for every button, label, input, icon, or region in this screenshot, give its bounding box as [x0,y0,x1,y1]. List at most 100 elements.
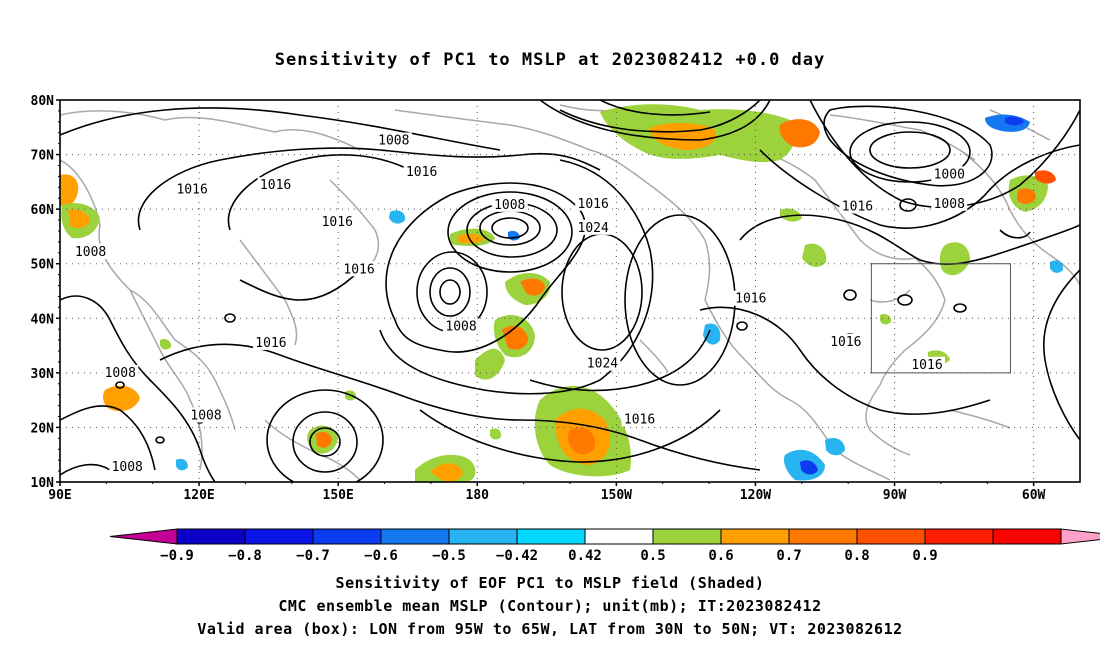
colorbar-label: −0.6 [364,548,398,564]
contour-label-bg [931,166,968,182]
colorbar: −0.9 −0.8 −0.7 −0.6 −0.5 −0.42 0.42 0.5 0.6 0.7 0.… [109,528,1100,564]
contour-label-bg [174,181,211,197]
contour-label: 1016 [735,292,766,307]
lat-tick-label: 60N [31,203,55,218]
caption-shaded: Sensitivity of EOF PC1 to MSLP field (Sh… [335,574,765,592]
contour-label-bg [827,333,864,349]
colorbar-label: −0.42 [496,548,538,564]
lon-tick-label: 150E [323,488,354,503]
valid-area-box [870,263,1011,374]
contour-label: 1008 [934,197,965,212]
colorbar-label: 0.42 [568,548,602,564]
colorbar-label: −0.8 [228,548,262,564]
lon-tick-label: 120E [183,488,214,503]
contour-label: 1000 [934,167,965,182]
lat-tick-label: 50N [31,258,55,273]
map-title: Sensitivity of PC1 to MSLP at 2023082412… [274,50,826,70]
contour-label-bg [839,198,876,214]
contour-label: 1016 [578,197,609,212]
sensitivity-shading [60,104,1064,482]
lon-tick-label: 150W [601,488,632,503]
contour-labels: 1008 1016 1016 1016 1016 1008 1016 1024 1016 1000… [72,132,968,475]
contour-label: 1008 [494,198,525,213]
contour-label-bg [443,318,480,334]
lat-tick-label: 80N [31,94,55,109]
longitude-axis: 90E 120E 150E 180 150W 120W 90W 60W [48,482,1046,503]
contour-label: 1016 [911,358,942,373]
colorbar-label: 0.7 [776,548,801,564]
colorbar-segment [584,528,654,545]
colorbar-segment [516,528,586,545]
contour-label: 1016 [830,335,861,350]
contour-label: 1008 [378,133,409,148]
colorbar-label: 0.5 [640,548,665,564]
colorbar-label: 0.9 [912,548,937,564]
contour-label: 1016 [322,215,353,230]
lon-tick-label: 120W [740,488,771,503]
lon-tick-label: 90E [48,488,71,503]
colorbar-label: 0.6 [708,548,733,564]
colorbar-segment [380,528,450,545]
contour-label-bg [575,219,612,235]
lat-tick-label: 20N [31,421,55,436]
contour-label-bg [491,196,528,212]
lat-tick-label: 10N [31,476,55,491]
colorbar-segment [448,528,518,545]
colorbar-label: 0.8 [844,548,869,564]
contour-label-bg [575,195,612,211]
colorbar-segment [856,528,926,545]
contour-label-bg [403,164,440,180]
colorbar-segment [244,528,314,545]
contour-label-bg [621,411,658,427]
colorbar-segment [176,528,246,545]
colorbar-extend-high [1060,528,1100,545]
colorbar-label: −0.9 [160,548,194,564]
colorbar-segment [652,528,722,545]
contour-label-bg [252,334,289,350]
contour-label: 1016 [842,200,873,215]
latitude-axis: 80N 70N 60N 50N 40N 30N 20N 10N [31,94,60,491]
contour-label-bg [341,261,378,277]
colorbar-extend-low [109,528,178,545]
contour-label-bg [584,355,621,371]
lat-tick-label: 70N [31,149,55,164]
contour-label: 1016 [255,336,286,351]
contour-label: 1016 [624,412,655,427]
contour-label-bg [102,364,139,380]
colorbar-segment [924,528,994,545]
colorbar-segment [720,528,790,545]
lon-tick-label: 180 [466,488,490,503]
contour-label-bg [375,132,412,148]
lat-tick-label: 40N [31,312,55,327]
contour-label: 1016 [406,165,437,180]
contour-label: 1024 [587,357,618,372]
contour-label: 1016 [260,178,291,193]
caption-valid-area: Valid area (box): LON from 95W to 65W, L… [197,620,903,638]
contour-label-bg [257,177,294,193]
lon-tick-label: 60W [1022,488,1046,503]
caption-contour: CMC ensemble mean MSLP (Contour); unit(m… [278,597,822,615]
lat-tick-label: 30N [31,367,55,382]
lon-tick-label: 90W [883,488,907,503]
contour-label: 1008 [190,409,221,424]
contour-label-bg [319,213,356,229]
colorbar-label: −0.7 [296,548,330,564]
contour-label-bg [72,243,109,259]
colorbar-label: −0.5 [432,548,466,564]
contour-label: 1008 [445,320,476,335]
colorbar-segment [788,528,858,545]
contour-label-bg [909,356,945,372]
contour-label-bg [188,407,225,423]
contour-label: 1024 [578,221,609,236]
contour-label-bg [732,290,769,306]
contour-label: 1008 [75,245,106,260]
contour-label: 1016 [176,183,207,198]
contour-label: 1016 [343,262,374,277]
contour-label-bg [931,195,968,211]
colorbar-segment [992,528,1062,545]
contour-label-bg [109,458,146,474]
contour-label: 1008 [105,366,136,381]
colorbar-segment [312,528,382,545]
contour-label: 1008 [112,460,143,475]
